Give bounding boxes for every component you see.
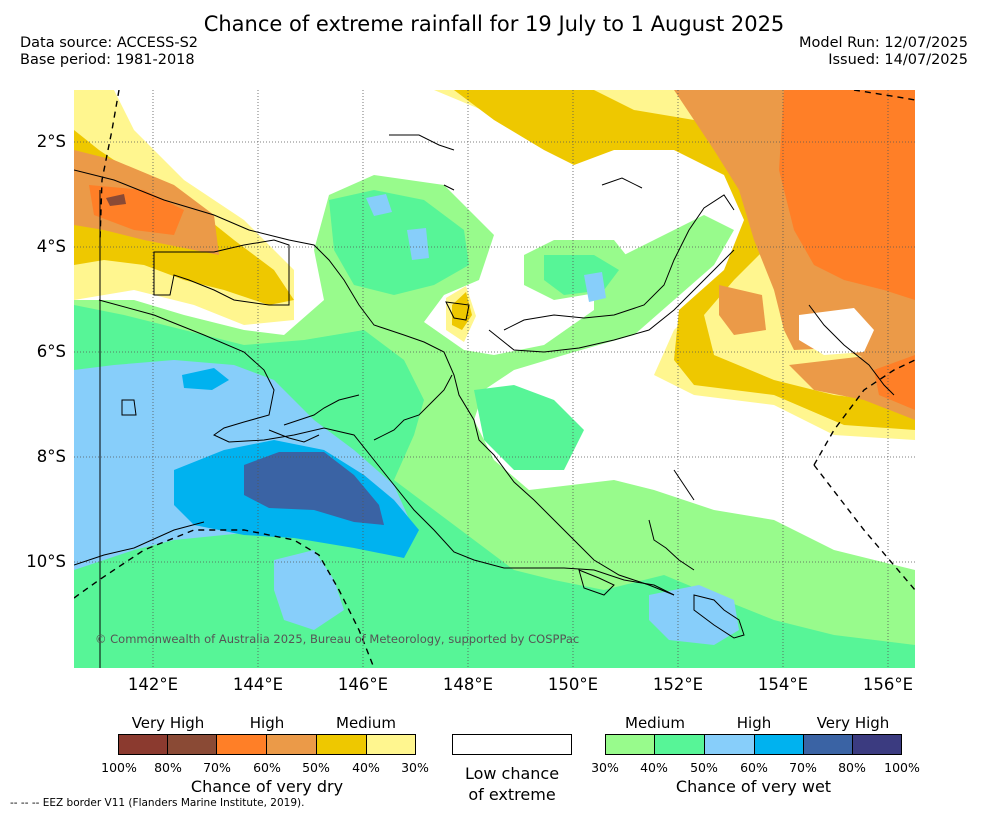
- run-info: Model Run: 12/07/2025 Issued: 14/07/2025: [799, 35, 968, 69]
- wet-swatch: [803, 734, 853, 755]
- dry-tick: 100%: [101, 760, 137, 775]
- dry-tick: 80%: [154, 760, 182, 775]
- wet-60-area: [182, 368, 229, 390]
- map-credit: © Commonwealth of Australia 2025, Bureau…: [95, 632, 580, 646]
- map-title: Chance of extreme rainfall for 19 July t…: [203, 12, 785, 36]
- lon-label: 144°E: [232, 675, 284, 694]
- dry-legend-header: Medium: [336, 714, 396, 732]
- rainfall-map: [74, 90, 915, 668]
- wet-tick: 70%: [789, 760, 817, 775]
- dry-50-area: [719, 285, 766, 335]
- map-svg: [74, 90, 915, 668]
- dry-swatch: [266, 734, 317, 755]
- dry-tick: 40%: [352, 760, 380, 775]
- wet-40-area: [329, 190, 469, 295]
- wet-tick: 30%: [591, 760, 619, 775]
- low-legend-title-2: of extreme: [468, 785, 556, 804]
- lat-label: 2°S: [36, 132, 66, 151]
- low-chance-hole: [799, 308, 874, 355]
- lon-label: 150°E: [547, 675, 599, 694]
- wet-swatch: [704, 734, 755, 755]
- data-source-info: Data source: ACCESS-S2 Base period: 1981…: [20, 35, 198, 69]
- low-legend-title-1: Low chance: [464, 764, 560, 783]
- dry-swatch: [216, 734, 267, 755]
- lat-label: 10°S: [26, 552, 66, 571]
- wet-50-area: [366, 194, 392, 216]
- dry-tick: 50%: [302, 760, 330, 775]
- wet-tick: 40%: [640, 760, 668, 775]
- lon-label: 156°E: [862, 675, 914, 694]
- wet-swatch: [605, 734, 655, 755]
- wet-legend-header: Medium: [625, 714, 685, 732]
- lon-label: 146°E: [337, 675, 389, 694]
- wet-tick: 100%: [884, 760, 920, 775]
- wet-50-area: [649, 585, 739, 645]
- dry-swatch: [167, 734, 217, 755]
- wet-tick: 50%: [690, 760, 718, 775]
- dry-legend-header: High: [249, 714, 285, 732]
- model-run: Model Run: 12/07/2025: [798, 35, 968, 51]
- coastlines: [74, 134, 895, 668]
- issued-date: Issued: 14/07/2025: [828, 52, 968, 68]
- dry-swatch: [118, 734, 168, 755]
- lat-label: 8°S: [36, 447, 66, 466]
- wet-tick: 60%: [740, 760, 768, 775]
- dry-70-area: [106, 194, 126, 206]
- dry-tick: 30%: [401, 760, 429, 775]
- lon-label: 152°E: [652, 675, 704, 694]
- wet-swatch: [852, 734, 902, 755]
- lat-label: 6°S: [36, 342, 66, 361]
- data-source: Data source: ACCESS-S2: [20, 35, 199, 51]
- wet-legend-header: High: [736, 714, 772, 732]
- base-period: Base period: 1981-2018: [20, 52, 195, 68]
- low-chance-swatch: [452, 734, 572, 755]
- wet-legend-header: Very High: [816, 714, 890, 732]
- dry-legend-header: Very High: [131, 714, 205, 732]
- wet-50-area: [584, 272, 606, 302]
- eez-borders: [74, 90, 915, 668]
- dry-tick: 60%: [253, 760, 281, 775]
- grid-lines: [74, 90, 915, 668]
- wet-50-area: [407, 228, 429, 260]
- lon-label: 148°E: [442, 675, 494, 694]
- dry-40-area: [454, 90, 915, 430]
- lat-label: 4°S: [36, 237, 66, 256]
- wet-tick: 80%: [838, 760, 866, 775]
- eez-footnote: -- -- -- EEZ border V11 (Flanders Marine…: [10, 797, 305, 809]
- wet-legend-title: Chance of very wet: [675, 777, 832, 796]
- wet-swatch: [654, 734, 705, 755]
- wet-50-area: [274, 550, 344, 630]
- wet-40-area: [474, 385, 584, 470]
- dry-60-area: [874, 355, 915, 410]
- dry-tick: 70%: [203, 760, 231, 775]
- dry-legend-title: Chance of very dry: [190, 777, 344, 796]
- dry-60-area: [779, 90, 915, 300]
- dry-swatch: [316, 734, 367, 755]
- wet-70-area: [244, 452, 384, 525]
- dry-40-area: [452, 292, 472, 330]
- lon-label: 154°E: [757, 675, 809, 694]
- dry-swatch: [366, 734, 416, 755]
- lon-label: 142°E: [127, 675, 179, 694]
- wet-swatch: [754, 734, 804, 755]
